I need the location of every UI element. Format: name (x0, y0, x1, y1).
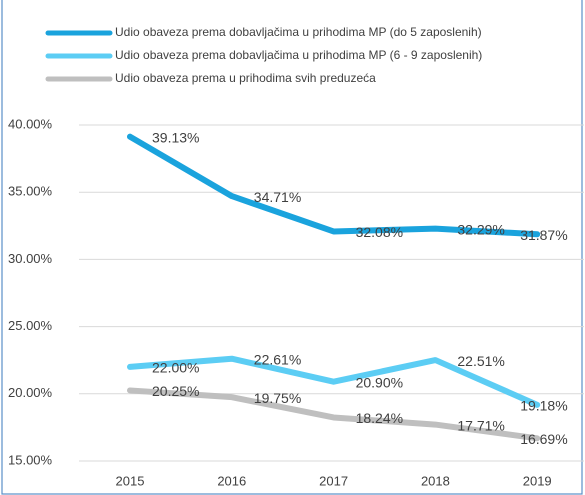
data-label: 17.71% (457, 417, 504, 433)
data-label: 31.87% (520, 227, 567, 243)
x-tick-label: 2015 (116, 473, 145, 488)
y-tick-label: 25.00% (8, 318, 53, 333)
data-label: 22.00% (152, 360, 199, 376)
data-label: 20.90% (356, 374, 403, 390)
data-label: 19.18% (520, 398, 567, 414)
x-tick-label: 2019 (523, 473, 552, 488)
legend-text: Udio obaveza prema dobavljačima u prihod… (115, 25, 482, 39)
y-tick-label: 15.00% (8, 452, 53, 467)
y-tick-label: 30.00% (8, 251, 53, 266)
data-label: 22.51% (457, 353, 504, 369)
series-line (127, 387, 541, 442)
data-label: 32.08% (356, 224, 403, 240)
data-label: 20.25% (152, 383, 199, 399)
data-label: 19.75% (254, 390, 301, 406)
data-label: 16.69% (520, 431, 567, 447)
data-label: 34.71% (254, 189, 301, 205)
y-tick-label: 20.00% (8, 385, 53, 400)
x-tick-label: 2017 (319, 473, 348, 488)
x-tick-label: 2018 (421, 473, 450, 488)
series-line (127, 133, 541, 238)
series-line (127, 355, 541, 408)
y-tick-label: 35.00% (8, 184, 53, 199)
data-label: 39.13% (152, 129, 199, 145)
data-label: 18.24% (356, 410, 403, 426)
legend-text: Udio obaveza prema dobavljačima u prihod… (115, 48, 482, 62)
y-tick-label: 40.00% (8, 116, 53, 131)
legend-text: Udio obaveza prema u prihodima svih pred… (115, 71, 376, 85)
data-label: 32.29% (457, 221, 504, 237)
x-tick-label: 2016 (217, 473, 246, 488)
data-label: 22.61% (254, 351, 301, 367)
